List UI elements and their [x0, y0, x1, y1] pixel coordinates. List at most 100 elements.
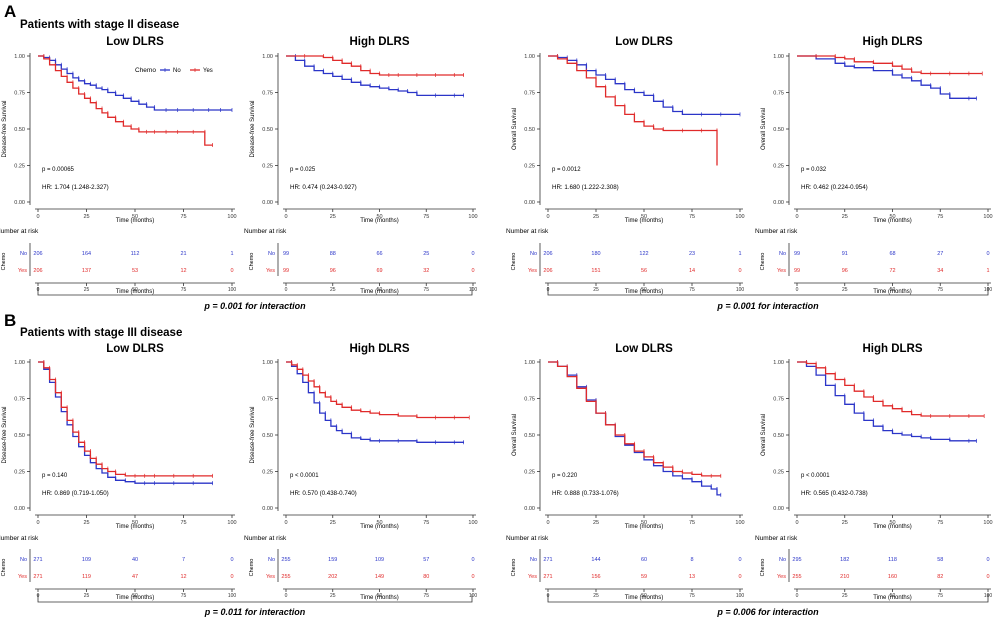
- y-tick-label: 0.75: [262, 397, 273, 403]
- p-value: p = 0.0012: [552, 167, 581, 173]
- p-value: p = 0.220: [552, 473, 578, 479]
- risk-x-tick-label: 50: [377, 593, 383, 599]
- x-tick-label: 100: [468, 214, 477, 220]
- risk-count-no: 66: [376, 251, 382, 257]
- risk-x-tick-label: 75: [689, 287, 695, 293]
- y-tick-label: 1.00: [773, 54, 784, 60]
- risk-x-tick-label: 75: [937, 593, 943, 599]
- risk-x-tick-label: 75: [689, 593, 695, 599]
- risk-x-tick-label: 25: [330, 593, 336, 599]
- risk-count-no: 0: [471, 557, 474, 563]
- risk-x-tick-label: 50: [132, 593, 138, 599]
- x-tick-label: 25: [842, 520, 848, 526]
- risk-x-tick-label: 25: [593, 593, 599, 599]
- section-b-letter: B: [4, 311, 16, 330]
- x-tick-label: 25: [83, 214, 89, 220]
- risk-count-no: 68: [889, 251, 895, 257]
- x-tick-label: 25: [83, 520, 89, 526]
- risk-x-tick-label: 25: [842, 593, 848, 599]
- km-curve-no: [548, 361, 721, 496]
- risk-row-label-no: No: [268, 251, 275, 257]
- interaction-label: p = 0.001 for interaction: [203, 301, 306, 311]
- risk-count-yes: 137: [82, 268, 91, 274]
- risk-x-tick-label: 0: [796, 593, 799, 599]
- risk-count-yes: 206: [33, 268, 42, 274]
- risk-row-label-yes: Yes: [266, 574, 275, 580]
- km-curve-yes: [286, 361, 470, 419]
- risk-count-yes: 0: [230, 574, 233, 580]
- risk-count-no: 99: [283, 251, 289, 257]
- risk-count-no: 180: [591, 251, 600, 257]
- risk-count-yes: 271: [543, 574, 552, 580]
- legend-label-yes: Yes: [203, 68, 213, 74]
- risk-count-no: 118: [888, 557, 897, 563]
- y-tick-label: 0.50: [524, 127, 535, 133]
- risk-x-tick-label: 75: [181, 287, 187, 293]
- p-value: p = 0.00065: [42, 167, 75, 173]
- x-tick-label: 75: [689, 214, 695, 220]
- risk-row-label-yes: Yes: [777, 268, 786, 274]
- risk-row-label-yes: Yes: [266, 268, 275, 274]
- risk-count-yes: 12: [180, 268, 186, 274]
- x-tick-label: 75: [937, 214, 943, 220]
- panel-title: High DLRS: [349, 36, 409, 48]
- risk-count-no: 88: [330, 251, 336, 257]
- y-tick-label: 1.00: [773, 360, 784, 366]
- risk-x-tick-label: 100: [736, 287, 745, 293]
- risk-strata-label: Chemo: [1, 559, 7, 577]
- km-curve-yes: [548, 361, 721, 477]
- km-curve-yes: [38, 55, 213, 146]
- risk-count-yes: 96: [330, 268, 336, 274]
- risk-count-yes: 47: [132, 574, 138, 580]
- y-tick-label: 0.50: [262, 433, 273, 439]
- risk-count-no: 57: [423, 557, 429, 563]
- risk-count-no: 60: [641, 557, 647, 563]
- risk-count-yes: 13: [689, 574, 695, 580]
- x-tick-label: 75: [423, 214, 429, 220]
- x-tick-label: 100: [735, 520, 744, 526]
- section-a-title: Patients with stage II disease: [20, 19, 179, 31]
- risk-count-yes: 14: [689, 268, 695, 274]
- x-tick-label: 50: [376, 520, 382, 526]
- risk-strata-label: Chemo: [249, 559, 255, 577]
- risk-table-header: Number at risk: [244, 535, 287, 542]
- y-tick-label: 0.25: [14, 164, 25, 170]
- x-tick-label: 25: [330, 520, 336, 526]
- risk-count-yes: 99: [283, 268, 289, 274]
- x-tick-label: 0: [546, 520, 549, 526]
- y-tick-label: 0.00: [14, 506, 25, 512]
- km-curve-no: [286, 55, 464, 97]
- risk-count-no: 206: [543, 251, 552, 257]
- risk-count-no: 122: [639, 251, 648, 257]
- risk-count-no: 0: [738, 557, 741, 563]
- y-tick-label: 0.00: [773, 200, 784, 206]
- y-axis-label: Disease-free Survival: [250, 406, 256, 463]
- risk-table-header: Number at risk: [506, 228, 549, 235]
- x-tick-label: 100: [227, 520, 236, 526]
- risk-x-axis-label: Time (months): [625, 595, 663, 601]
- panel-title: High DLRS: [862, 36, 922, 48]
- risk-count-yes: 0: [738, 268, 741, 274]
- y-tick-label: 0.25: [524, 470, 535, 476]
- y-tick-label: 0.00: [262, 200, 273, 206]
- y-tick-label: 0.50: [262, 127, 273, 133]
- risk-x-tick-label: 0: [285, 287, 288, 293]
- risk-table-header: Number at risk: [0, 228, 39, 235]
- risk-x-axis-label: Time (months): [360, 289, 398, 295]
- risk-row-label-no: No: [20, 557, 27, 563]
- risk-x-tick-label: 100: [984, 593, 993, 599]
- y-axis-label: Disease-free Survival: [250, 100, 256, 157]
- y-axis-label: Overall Survival: [761, 108, 767, 150]
- km-curve-no: [38, 361, 213, 484]
- y-tick-label: 0.75: [773, 397, 784, 403]
- km-panel-B1: Low DLRS 0.00 0.25 0.50 0.75 1.00 0 25 50 75 100 Ti…: [0, 343, 237, 601]
- p-value: p = 0.025: [290, 167, 316, 173]
- risk-count-no: 109: [82, 557, 91, 563]
- risk-count-yes: 72: [889, 268, 895, 274]
- panel-title: Low DLRS: [106, 343, 164, 355]
- risk-table-header: Number at risk: [244, 228, 287, 235]
